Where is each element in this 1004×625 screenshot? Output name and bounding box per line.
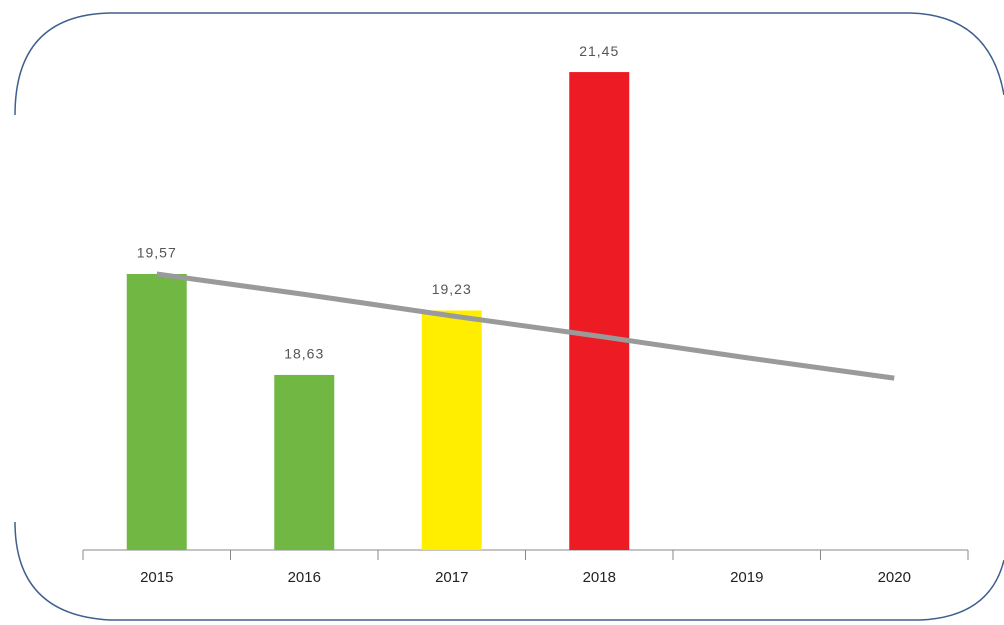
x-tick-label: 2015 [140,569,173,586]
data-label: 19,57 [137,245,177,261]
bar [274,374,335,550]
x-tick-label: 2016 [288,569,321,586]
frame-top [14,12,1004,116]
data-label: 18,63 [284,346,324,362]
data-label: 21,45 [579,43,619,59]
frame-bottom [14,521,1004,621]
x-tick-label: 2020 [878,569,911,586]
data-label: 19,23 [432,281,472,297]
x-tick-label: 2019 [730,569,763,586]
bar [569,72,630,550]
x-tick-label: 2017 [435,569,468,586]
x-tick-label: 2018 [583,569,616,586]
trend-line [156,271,895,381]
bar [126,273,187,550]
bar [421,310,482,550]
